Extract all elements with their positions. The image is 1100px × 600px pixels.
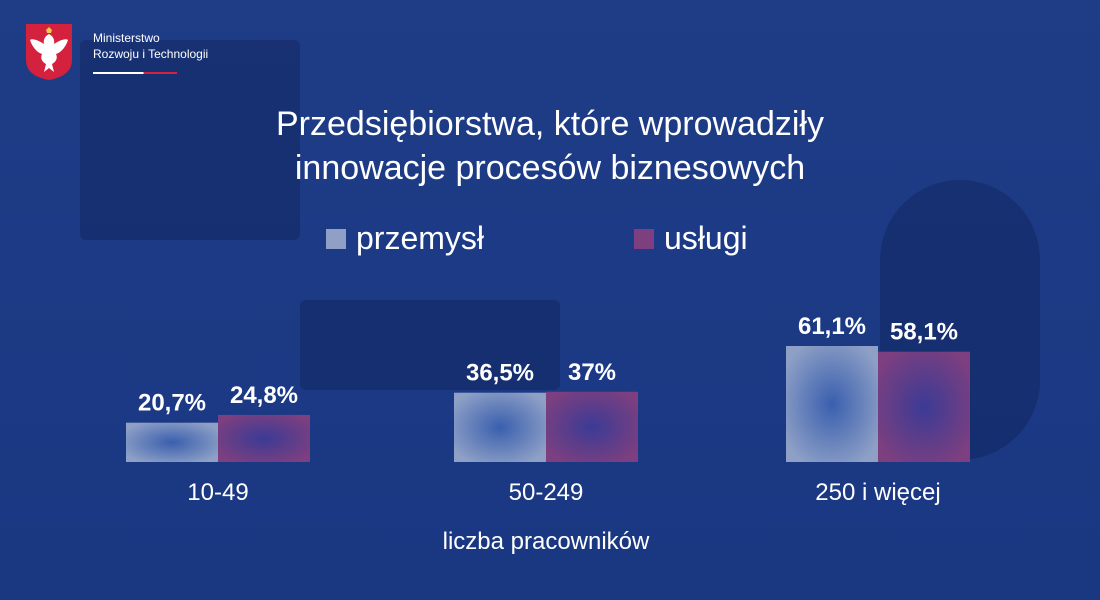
category-label-3: 250 i więcej bbox=[815, 479, 940, 506]
bar-przemysl-2 bbox=[454, 392, 546, 462]
value-label-przemysl-1: 20,7% bbox=[138, 390, 206, 417]
chart-title: Przedsiębiorstwa, które wprowadziły inno… bbox=[0, 102, 1100, 190]
ministry-underline bbox=[93, 72, 177, 74]
legend-item-uslugi: usługi bbox=[634, 220, 748, 257]
x-axis-title: liczba pracowników bbox=[443, 528, 650, 555]
polish-eagle-emblem-icon bbox=[26, 24, 72, 80]
chart-legend: przemysł usługi bbox=[0, 220, 1100, 264]
bar-uslugi-3 bbox=[878, 351, 970, 462]
legend-label-uslugi: usługi bbox=[664, 220, 748, 256]
value-label-uslugi-1: 24,8% bbox=[230, 382, 298, 409]
category-label-1: 10-49 bbox=[187, 479, 248, 506]
value-label-przemysl-3: 61,1% bbox=[798, 313, 866, 340]
legend-item-przemysl: przemysł bbox=[326, 220, 484, 257]
legend-swatch-przemysl bbox=[326, 228, 346, 249]
ministry-line-2: Rozwoju i Technologii bbox=[93, 47, 209, 61]
ministry-line-1: Ministerstwo bbox=[93, 31, 160, 45]
legend-label-przemysl: przemysł bbox=[356, 220, 485, 256]
value-label-przemysl-2: 36,5% bbox=[466, 360, 534, 387]
bar-przemysl-1 bbox=[126, 422, 218, 462]
bar-przemysl-3 bbox=[786, 346, 878, 462]
bar-uslugi-2 bbox=[546, 391, 638, 462]
chart-title-line-1: Przedsiębiorstwa, które wprowadziły bbox=[276, 105, 824, 143]
category-label-2: 50-249 bbox=[509, 479, 584, 506]
ministry-name: Ministerstwo Rozwoju i Technologii bbox=[93, 30, 208, 62]
bar-uslugi-1 bbox=[218, 414, 310, 462]
value-label-uslugi-2: 37% bbox=[568, 359, 616, 386]
chart-title-line-2: innowacje procesów biznesowych bbox=[294, 149, 806, 187]
background-desk-shape bbox=[300, 300, 560, 390]
value-label-uslugi-3: 58,1% bbox=[890, 319, 958, 346]
legend-swatch-uslugi bbox=[634, 228, 654, 249]
